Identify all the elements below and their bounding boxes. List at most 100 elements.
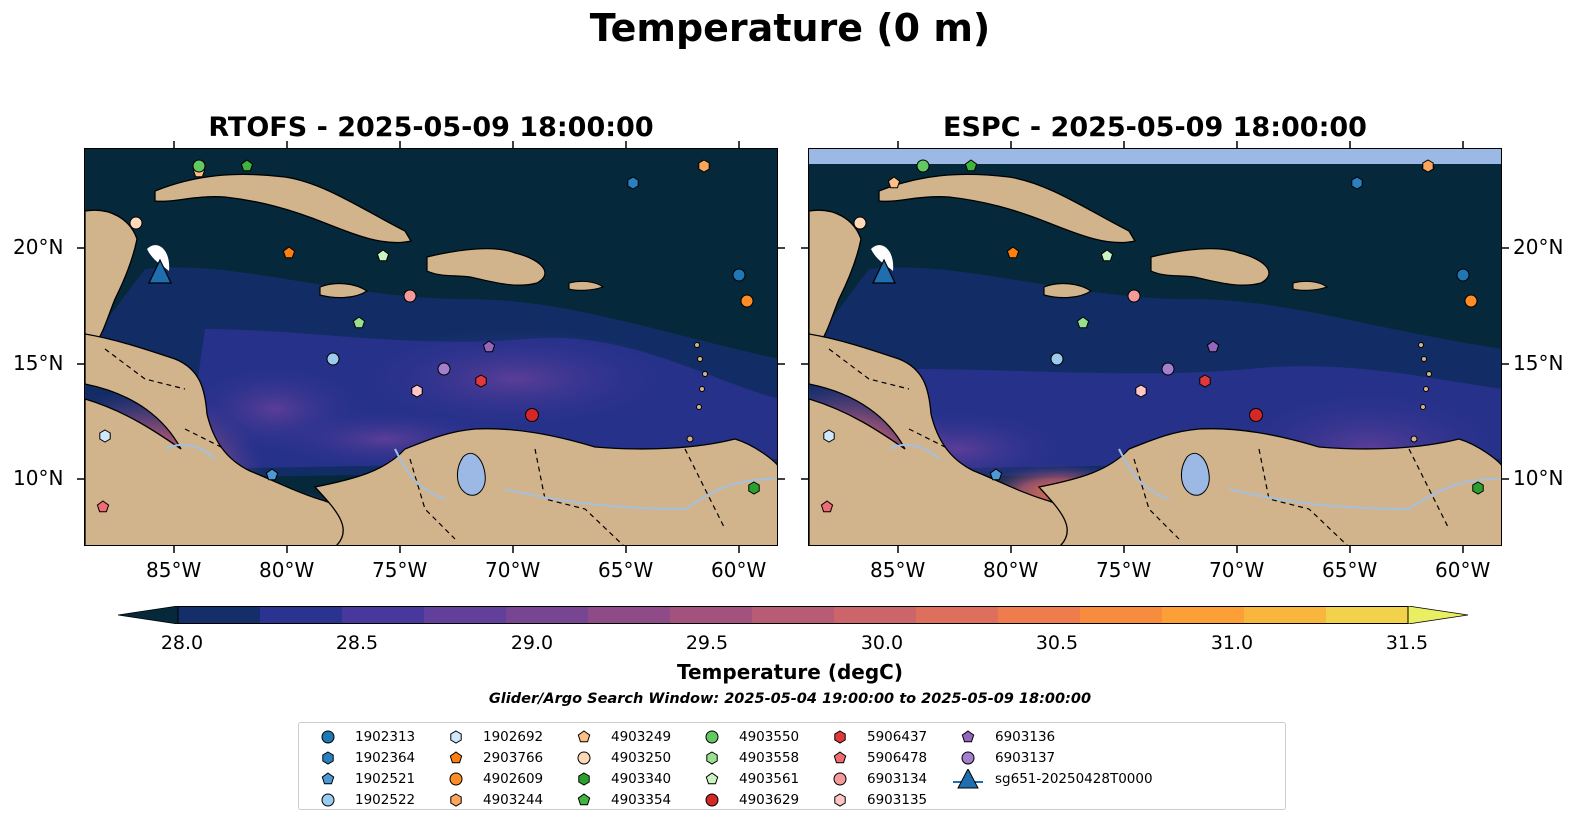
hexagon-marker-icon <box>450 793 462 807</box>
legend-label: 1902521 <box>355 771 416 787</box>
colorbar-extend-max <box>1407 606 1468 624</box>
hexagon-marker-icon <box>578 772 590 786</box>
espc-map[interactable] <box>808 148 1502 546</box>
search-window-text: Glider/Argo Search Window: 2025-05-04 19… <box>488 691 1092 707</box>
circle-marker-icon <box>833 772 847 786</box>
legend-entry: 4903244 <box>439 790 543 810</box>
colorbar <box>118 606 1468 624</box>
lon-tick-label: 70°W <box>1209 558 1265 582</box>
legend-label: 6903137 <box>995 750 1056 766</box>
legend-entry: 1902522 <box>311 790 415 810</box>
lat-tick-label: 10°N <box>1513 466 1564 490</box>
colorbar-label: Temperature (degC) <box>677 660 903 684</box>
legend-label: 6903134 <box>867 771 928 787</box>
pentagon-marker-icon <box>961 730 975 743</box>
legend: 1902313 1902364 1902521 1902522 1902692 29037… <box>298 722 1286 810</box>
rtofs-markers <box>96 159 760 513</box>
legend-label: 4903354 <box>611 792 672 808</box>
legend-label: 6903135 <box>867 792 928 808</box>
legend-entry: 4902609 <box>439 769 543 789</box>
lon-tick-label: 65°W <box>1322 558 1378 582</box>
legend-label: 2903766 <box>483 750 544 766</box>
legend-entry: 5906478 <box>823 748 927 768</box>
legend-label: 4903249 <box>611 729 672 745</box>
lon-tick-label: 75°W <box>1096 558 1152 582</box>
legend-entry: sg651-20250428T0000 <box>951 769 1153 789</box>
colorbar-tick-label: 31.5 <box>1385 632 1429 654</box>
legend-entry: 1902313 <box>311 727 415 747</box>
lat-tick-label: 10°N <box>13 466 64 490</box>
legend-entry: 4903250 <box>567 748 671 768</box>
rtofs-map[interactable] <box>84 148 778 546</box>
colorbar-band <box>1244 606 1327 624</box>
circle-marker-icon <box>321 730 335 744</box>
legend-entry: 4903561 <box>695 769 799 789</box>
legend-label: 6903136 <box>995 729 1056 745</box>
espc-map-canvas <box>809 149 1501 545</box>
espc-no-data-band <box>809 149 1501 164</box>
colorbar-band <box>752 606 835 624</box>
colorbar-band <box>998 606 1081 624</box>
colorbar-tick-label: 31.0 <box>1210 632 1254 654</box>
lon-tick-label: 75°W <box>372 558 428 582</box>
colorbar-tick-label: 30.5 <box>1035 632 1079 654</box>
lon-tick-label: 85°W <box>146 558 202 582</box>
legend-label: 4903558 <box>739 750 800 766</box>
lat-tick-label: 15°N <box>1513 351 1564 375</box>
legend-entry: 6903136 <box>951 727 1055 747</box>
colorbar-band <box>260 606 343 624</box>
legend-entry: 4903629 <box>695 790 799 810</box>
colorbar-band <box>1326 606 1409 624</box>
legend-entry: 1902692 <box>439 727 543 747</box>
legend-label: 1902313 <box>355 729 416 745</box>
legend-entry: 1902521 <box>311 769 415 789</box>
colorbar-band <box>670 606 753 624</box>
legend-label: 1902522 <box>355 792 416 808</box>
lon-tick-label: 80°W <box>259 558 315 582</box>
pentagon-marker-icon <box>705 772 719 785</box>
legend-entry: 6903134 <box>823 769 927 789</box>
circle-marker-icon <box>961 751 975 765</box>
legend-label: 5906437 <box>867 729 928 745</box>
legend-entry: 1902364 <box>311 748 415 768</box>
colorbar-band <box>424 606 507 624</box>
espc-panel-title: ESPC - 2025-05-09 18:00:00 <box>943 112 1367 143</box>
legend-entry: 4903558 <box>695 748 799 768</box>
circle-marker-icon <box>449 772 463 786</box>
espc-markers <box>820 159 1484 513</box>
colorbar-tick-label: 29.5 <box>685 632 729 654</box>
pentagon-marker-icon <box>577 730 591 743</box>
colorbar-band <box>1080 606 1163 624</box>
figure-title: Temperature (0 m) <box>589 6 991 50</box>
legend-label: 5906478 <box>867 750 928 766</box>
colorbar-extend-min <box>118 606 179 624</box>
colorbar-band <box>506 606 589 624</box>
lon-tick-label: 80°W <box>983 558 1039 582</box>
colorbar-band <box>588 606 671 624</box>
triangle-marker-icon <box>953 769 983 789</box>
colorbar-band <box>834 606 917 624</box>
legend-entry: 2903766 <box>439 748 543 768</box>
lat-tick-label: 20°N <box>13 235 64 259</box>
colorbar-tick-label: 28.5 <box>335 632 379 654</box>
pentagon-marker-icon <box>577 793 591 806</box>
lon-tick-label: 70°W <box>485 558 541 582</box>
colorbar-band <box>342 606 425 624</box>
rtofs-map-canvas <box>85 149 777 545</box>
legend-label: 4903250 <box>611 750 672 766</box>
lon-tick-label: 60°W <box>711 558 767 582</box>
legend-label: 4903550 <box>739 729 800 745</box>
lon-tick-label: 60°W <box>1435 558 1491 582</box>
legend-entry: 6903137 <box>951 748 1055 768</box>
hexagon-marker-icon <box>450 730 462 744</box>
circle-marker-icon <box>577 751 591 765</box>
legend-label: 4902609 <box>483 771 544 787</box>
hexagon-marker-icon <box>706 751 718 765</box>
hexagon-marker-icon <box>322 751 334 765</box>
lon-tick-label: 85°W <box>870 558 926 582</box>
legend-entry: 4903340 <box>567 769 671 789</box>
legend-label: sg651-20250428T0000 <box>995 771 1153 787</box>
legend-entry: 4903249 <box>567 727 671 747</box>
rtofs-panel-title: RTOFS - 2025-05-09 18:00:00 <box>208 112 654 143</box>
